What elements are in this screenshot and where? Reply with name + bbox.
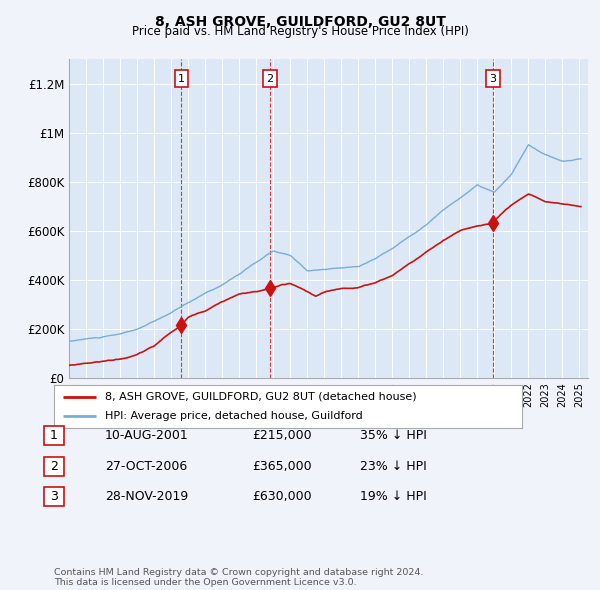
Text: 35% ↓ HPI: 35% ↓ HPI (360, 429, 427, 442)
Text: 19% ↓ HPI: 19% ↓ HPI (360, 490, 427, 503)
Text: HPI: Average price, detached house, Guildford: HPI: Average price, detached house, Guil… (106, 411, 363, 421)
Text: Contains HM Land Registry data © Crown copyright and database right 2024.
This d: Contains HM Land Registry data © Crown c… (54, 568, 424, 587)
Text: 2: 2 (266, 74, 274, 84)
Text: £630,000: £630,000 (252, 490, 311, 503)
Text: 27-OCT-2006: 27-OCT-2006 (105, 460, 187, 473)
Text: Price paid vs. HM Land Registry's House Price Index (HPI): Price paid vs. HM Land Registry's House … (131, 25, 469, 38)
Text: £215,000: £215,000 (252, 429, 311, 442)
Text: 8, ASH GROVE, GUILDFORD, GU2 8UT (detached house): 8, ASH GROVE, GUILDFORD, GU2 8UT (detach… (106, 392, 417, 402)
Text: 23% ↓ HPI: 23% ↓ HPI (360, 460, 427, 473)
Text: 28-NOV-2019: 28-NOV-2019 (105, 490, 188, 503)
Text: 1: 1 (50, 429, 58, 442)
Text: 3: 3 (490, 74, 496, 84)
Text: £365,000: £365,000 (252, 460, 311, 473)
Text: 3: 3 (50, 490, 58, 503)
Text: 1: 1 (178, 74, 185, 84)
Text: 2: 2 (50, 460, 58, 473)
Text: 8, ASH GROVE, GUILDFORD, GU2 8UT: 8, ASH GROVE, GUILDFORD, GU2 8UT (155, 15, 445, 29)
Text: 10-AUG-2001: 10-AUG-2001 (105, 429, 189, 442)
